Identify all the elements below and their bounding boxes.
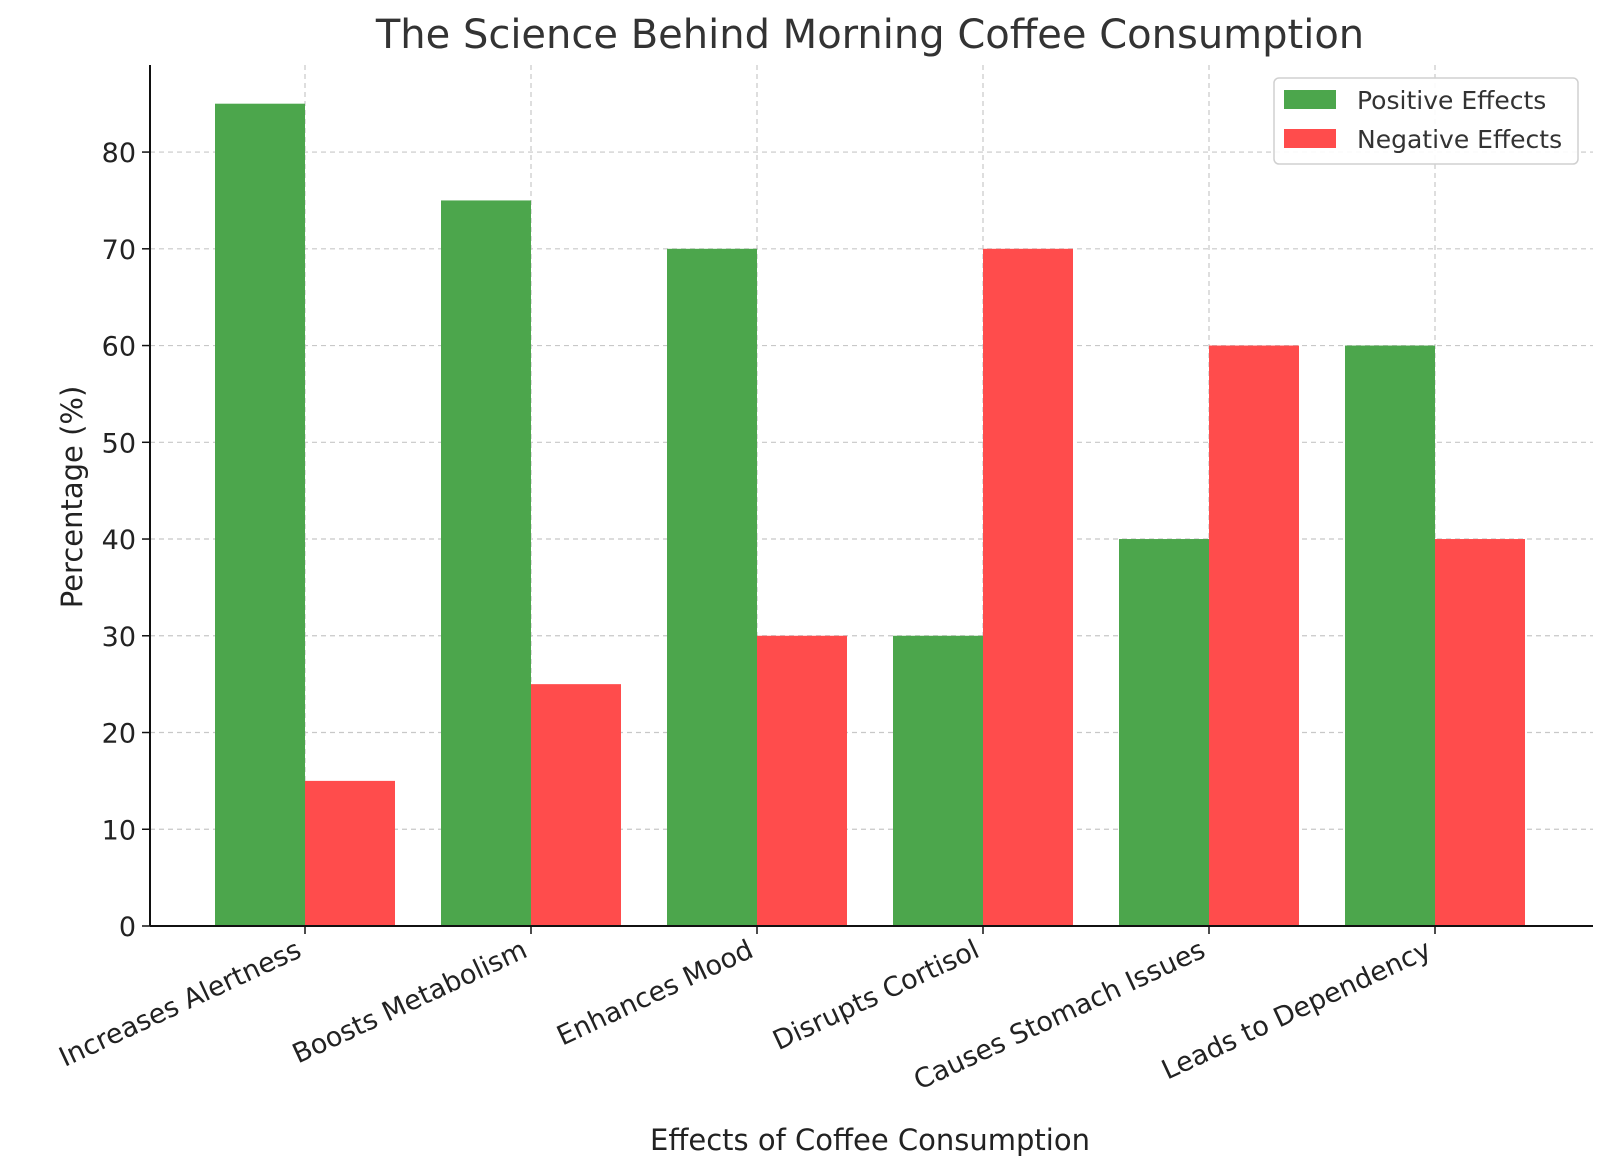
bar-positive xyxy=(215,103,305,926)
y-tick-label: 50 xyxy=(102,428,136,459)
legend-swatch-negative xyxy=(1284,129,1336,148)
bar-positive xyxy=(1345,345,1435,927)
bars xyxy=(215,103,1525,927)
grid xyxy=(150,65,1593,926)
legend-box xyxy=(1273,77,1579,165)
bar-negative xyxy=(983,248,1073,927)
bar-positive xyxy=(1119,539,1209,926)
x-axis-label: Effects of Coffee Consumption xyxy=(650,1123,1090,1157)
bar-negative xyxy=(757,635,847,926)
y-tick-label: 30 xyxy=(102,622,136,653)
legend-label-negative: Negative Effects xyxy=(1357,125,1562,154)
x-tick-label: Boosts Metabolism xyxy=(288,934,532,1070)
x-tick-label: Disrupts Cortisol xyxy=(768,934,984,1057)
bar-positive xyxy=(667,248,757,927)
legend-swatch-positive xyxy=(1284,90,1336,109)
y-tick-label: 60 xyxy=(102,332,136,363)
y-tick-label: 40 xyxy=(102,525,136,556)
x-tick-label: Enhances Mood xyxy=(552,934,758,1052)
x-tick-label: Increases Alertness xyxy=(54,934,306,1073)
y-ticks: 0 10 20 30 40 50 60 70 80 xyxy=(102,138,150,943)
y-tick-label: 80 xyxy=(102,138,136,169)
y-tick-label: 70 xyxy=(102,235,136,266)
bar-positive xyxy=(441,200,531,926)
bar-negative xyxy=(531,684,621,926)
chart-title: The Science Behind Morning Coffee Consum… xyxy=(375,12,1364,58)
bar-negative xyxy=(1435,539,1525,926)
bar-positive xyxy=(893,635,983,926)
bar-negative xyxy=(1209,345,1299,927)
axes xyxy=(149,65,1593,927)
legend-label-positive: Positive Effects xyxy=(1357,86,1546,115)
bar-negative xyxy=(305,780,395,926)
y-tick-label: 20 xyxy=(102,719,136,750)
y-axis-label: Percentage (%) xyxy=(55,386,89,609)
y-tick-label: 10 xyxy=(102,815,136,846)
y-tick-label: 0 xyxy=(119,912,136,943)
legend: Positive Effects Negative Effects xyxy=(1273,77,1579,165)
